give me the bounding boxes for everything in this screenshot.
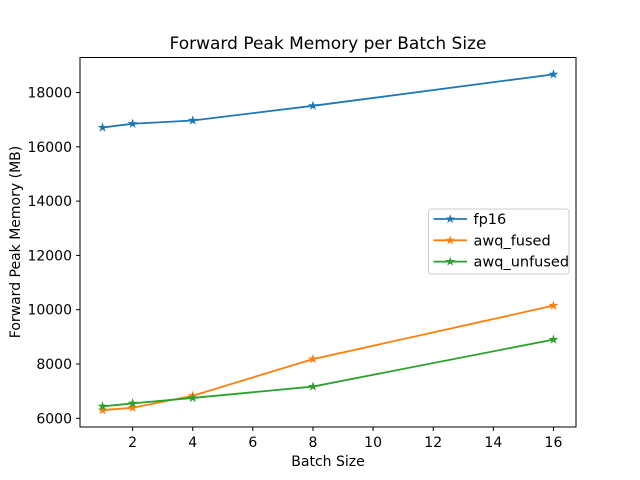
series-marker-awq_fused	[548, 300, 559, 310]
series-marker-fp16	[97, 122, 108, 132]
chart-title: Forward Peak Memory per Batch Size	[170, 34, 487, 54]
y-tick-label: 14000	[27, 194, 72, 210]
series-marker-fp16	[187, 115, 198, 125]
legend-marker-awq_fused	[445, 235, 455, 245]
x-tick-label: 12	[424, 435, 442, 451]
series-marker-awq_unfused	[97, 401, 108, 411]
series-line-fp16	[102, 73, 554, 129]
x-tick-label: 6	[248, 435, 257, 451]
series-marker-awq_unfused	[187, 392, 198, 403]
y-tick-label: 16000	[27, 140, 72, 156]
legend-marker-awq_unfused	[445, 256, 455, 266]
series-marker-fp16	[548, 69, 559, 79]
x-tick-label: 8	[309, 435, 318, 451]
series-awq_unfused	[97, 334, 559, 411]
y-tick-label: 6000	[36, 411, 72, 427]
plot-area: 2 4 6 8 10 12 14 16 6000 8000 10000 12000 14000 16000…	[27, 57, 577, 451]
y-tick-label: 8000	[36, 357, 72, 373]
legend-label-awq_unfused: awq_unfused	[474, 255, 570, 271]
x-axis-label: Batch Size	[291, 454, 364, 470]
series-awq_fused	[97, 300, 559, 415]
y-axis-label: Forward Peak Memory (MB)	[8, 146, 24, 338]
series-line-awq_fused	[102, 304, 554, 412]
series-marker-fp16	[308, 100, 318, 111]
series-marker-fp16	[127, 118, 138, 128]
series-marker-awq_unfused	[548, 334, 559, 344]
series-fp16	[97, 69, 559, 132]
legend-marker-fp16	[445, 214, 455, 224]
x-tick-label: 10	[364, 435, 382, 451]
series-marker-awq_unfused	[127, 398, 138, 408]
series-marker-awq_unfused	[308, 381, 318, 391]
legend-box	[428, 208, 570, 275]
x-tick-label: 16	[545, 435, 563, 451]
x-tick-label: 2	[128, 435, 137, 451]
x-tick-label: 4	[188, 435, 197, 451]
series-marker-awq_fused	[127, 402, 138, 412]
series-marker-awq_fused	[308, 353, 318, 364]
y-tick-label: 10000	[27, 303, 72, 319]
series-line-awq_unfused	[102, 338, 554, 408]
series-marker-awq_fused	[97, 404, 108, 415]
x-axis-ticks: 2 4 6 8 10 12 14 16	[128, 427, 562, 451]
y-axis-ticks: 6000 8000 10000 12000 14000 16000 18000	[27, 86, 80, 427]
y-tick-label: 18000	[27, 86, 72, 102]
legend-label-fp16: fp16	[474, 212, 507, 228]
x-tick-label: 14	[484, 435, 502, 451]
axes-frame	[79, 57, 577, 428]
y-tick-label: 12000	[27, 248, 72, 264]
legend-label-awq_fused: awq_fused	[474, 233, 551, 249]
legend: fp16 awq_fused awq_unfused	[428, 208, 570, 275]
